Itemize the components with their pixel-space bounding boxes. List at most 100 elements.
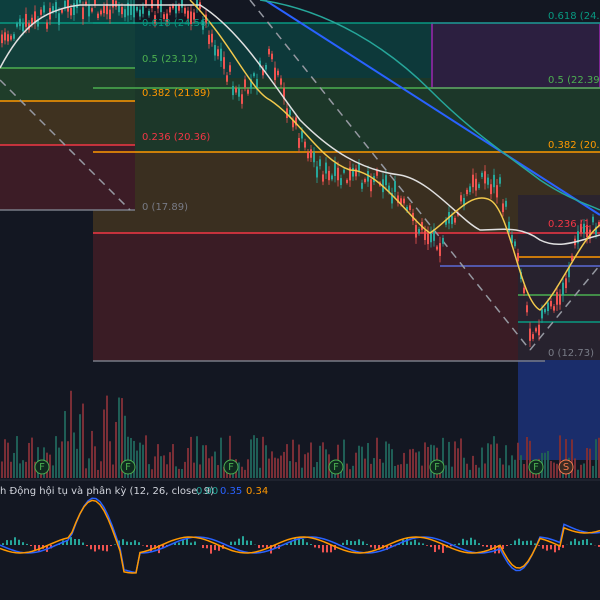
- macd-histogram-bar: [306, 542, 308, 545]
- candle-body: [133, 4, 135, 18]
- macd-histogram-bar: [246, 540, 248, 545]
- volume-bar: [172, 444, 174, 478]
- candle-body: [115, 0, 117, 7]
- candle-body: [490, 184, 492, 195]
- volume-bar: [355, 452, 357, 478]
- macd-histogram-bar: [530, 540, 532, 545]
- candle-body: [280, 78, 282, 85]
- candle-body: [499, 177, 501, 184]
- macd-histogram-bar: [458, 543, 460, 545]
- candle-body: [85, 1, 87, 6]
- volume-bar: [388, 443, 390, 478]
- volume-bar: [298, 444, 300, 478]
- candle-body: [349, 167, 351, 181]
- macd-histogram-bar: [462, 538, 464, 545]
- macd-histogram-bar: [138, 542, 140, 545]
- volume-bar: [304, 454, 306, 478]
- candle-body: [505, 200, 507, 207]
- candle-body: [388, 185, 390, 192]
- macd-histogram-bar: [562, 545, 564, 548]
- volume-bar: [553, 462, 555, 478]
- volume-bar: [520, 455, 522, 478]
- candle-body: [445, 219, 447, 225]
- candle-body: [433, 229, 435, 241]
- candle-body: [163, 14, 165, 19]
- macd-histogram-bar: [586, 539, 588, 545]
- volume-bar: [259, 467, 261, 478]
- candle-body: [466, 189, 468, 195]
- volume-bar: [145, 435, 147, 478]
- volume-bar: [352, 465, 354, 478]
- macd-histogram-bar: [18, 539, 20, 545]
- candle-body: [439, 243, 441, 256]
- candle-body: [571, 255, 573, 262]
- volume-bar: [124, 415, 126, 478]
- candle-body: [529, 328, 531, 341]
- volume-bar: [493, 436, 495, 478]
- macd-histogram-bar: [206, 545, 208, 549]
- event-marker-label: F: [333, 462, 339, 473]
- macd-histogram-bar: [582, 539, 584, 545]
- candle-body: [259, 60, 261, 67]
- volume-bar: [415, 452, 417, 478]
- volume-bar: [34, 461, 36, 478]
- candle-body: [79, 0, 81, 3]
- volume-bar: [526, 436, 528, 478]
- macd-histogram-bar: [230, 541, 232, 545]
- volume-bar: [10, 461, 12, 478]
- event-marker-label: F: [125, 462, 131, 473]
- event-marker: [429, 459, 445, 475]
- volume-bar: [421, 465, 423, 478]
- candle-body: [391, 192, 393, 204]
- macd-histogram-bar: [242, 536, 244, 545]
- candle-body: [43, 5, 45, 13]
- volume-bar: [241, 466, 243, 478]
- volume-bar: [166, 464, 168, 478]
- event-marker: [223, 459, 239, 475]
- candle-body: [319, 159, 321, 167]
- macd-histogram-bar: [294, 537, 296, 545]
- macd-histogram-bar: [378, 545, 380, 550]
- candle-body: [64, 0, 66, 8]
- candle-body: [157, 0, 159, 9]
- macd-histogram-bar: [514, 540, 516, 545]
- candle-body: [550, 300, 552, 307]
- candle-body: [52, 6, 54, 12]
- candle-body: [226, 75, 228, 82]
- candle-body: [442, 237, 444, 244]
- macd-line: [0, 497, 600, 574]
- volume-bar: [448, 441, 450, 478]
- macd-histogram-bar: [190, 542, 192, 545]
- volume-bar: [403, 452, 405, 478]
- volume-bar: [382, 462, 384, 478]
- signal-line: [0, 499, 600, 574]
- volume-bar: [274, 457, 276, 478]
- volume-bar: [544, 452, 546, 478]
- volume-bar: [193, 462, 195, 478]
- macd-histogram-bar: [358, 539, 360, 545]
- macd-histogram-bar: [302, 538, 304, 545]
- volume-bar: [283, 451, 285, 478]
- candle-body: [361, 182, 363, 189]
- macd-histogram-bar: [430, 545, 432, 548]
- candle-body: [253, 73, 255, 77]
- macd-histogram-bar: [318, 545, 320, 549]
- macd-histogram-bar: [558, 545, 560, 551]
- volume-bar: [55, 436, 57, 478]
- volume-bar: [142, 444, 144, 478]
- candle-body: [496, 185, 498, 198]
- volume-bar: [22, 460, 24, 478]
- candle-body: [547, 302, 549, 312]
- volume-bar: [94, 446, 96, 478]
- volume-bar: [499, 458, 501, 478]
- volume-bar: [202, 445, 204, 478]
- candle-body: [472, 174, 474, 188]
- candle-body: [94, 0, 96, 5]
- volume-bar: [190, 436, 192, 478]
- candle-body: [544, 308, 546, 313]
- volume-bar: [139, 442, 141, 478]
- volume-bar: [268, 458, 270, 478]
- volume-bar: [511, 455, 513, 478]
- candle-body: [532, 334, 534, 339]
- candle-body: [523, 287, 525, 294]
